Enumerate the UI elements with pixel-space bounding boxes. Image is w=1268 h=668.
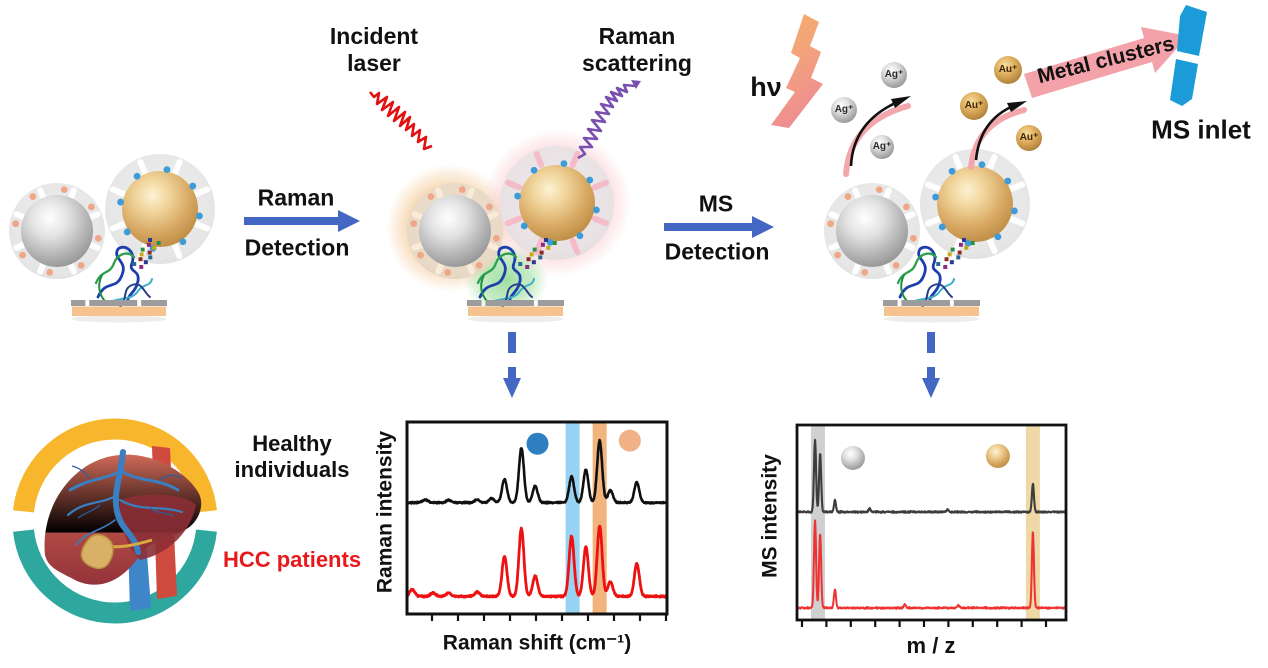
ion-ejection-right: [968, 101, 1027, 170]
hcc-patients-label: HCC patients: [222, 547, 362, 573]
gold-ion-label: Au⁺: [998, 64, 1018, 76]
gold-ion-sphere: [1016, 125, 1042, 151]
ms-step-sublabel: Detection: [664, 238, 770, 265]
silver-ion-sphere: [870, 135, 894, 159]
raman-scattering-wave: [577, 83, 637, 160]
spectrum-0: [405, 438, 668, 505]
ms-inlet-label: MS inlet: [1151, 114, 1251, 145]
laser-bolt-icon: [771, 14, 823, 128]
down-arrow-raman: [503, 332, 521, 398]
silver-ion-sphere: [881, 62, 907, 88]
gold-ion-label: Au⁺: [1019, 132, 1039, 144]
silver-ion-sphere: [831, 97, 857, 123]
ms-step-label: MS: [698, 190, 734, 217]
nanoprobe-assemblies: [9, 129, 1030, 323]
silver-ion-label: Ag⁺: [884, 69, 904, 81]
silver-ion-label: Ag⁺: [834, 104, 854, 116]
protein-ribbon: [94, 245, 153, 308]
ms-x-axis-label: m / z: [906, 633, 956, 659]
raman-step-label: Raman: [257, 184, 335, 211]
gold-ion-sphere: [994, 56, 1022, 84]
hv-label: hν: [750, 72, 782, 103]
spectrum-1: [405, 524, 669, 599]
ms-spectra-chart: [795, 423, 1068, 627]
incident-laser-label: Incident laser: [329, 22, 419, 76]
liver-ring-graphic: [13, 418, 217, 624]
ring-arc-teal: [13, 529, 217, 624]
spectrum-1: [796, 519, 1067, 610]
down-arrow-ms: [922, 332, 940, 398]
gold-ion-sphere: [960, 92, 988, 120]
raman-spectra-chart: [405, 420, 669, 621]
metal-clusters-arrow: [1024, 27, 1188, 98]
protein-ribbon: [476, 245, 535, 308]
raman-scattering-label: Raman scattering: [582, 22, 692, 76]
raman-step-sublabel: Detection: [244, 234, 350, 261]
protein-ribbon: [896, 245, 955, 308]
ms-y-axis-label: MS intensity: [758, 454, 782, 578]
raman-x-axis-label: Raman shift (cm⁻¹): [442, 631, 632, 655]
raman-detection-arrow: [244, 210, 360, 232]
scattering-wave-tip: [631, 80, 641, 89]
gold-ion-label: Au⁺: [964, 100, 984, 112]
ms-detection-arrow: [664, 216, 774, 238]
ring-arc-yellow: [13, 418, 217, 513]
healthy-individuals-label: Healthy individuals: [234, 431, 350, 482]
liver-illustration: [44, 446, 202, 611]
silver-ion-label: Ag⁺: [872, 141, 892, 153]
raman-y-axis-label: Raman intensity: [373, 430, 397, 594]
spectrum-0: [796, 438, 1067, 514]
ms-inlet-icon: [1170, 5, 1207, 106]
incident-laser-wave: [368, 91, 433, 151]
ion-ejection-left: [843, 96, 911, 177]
